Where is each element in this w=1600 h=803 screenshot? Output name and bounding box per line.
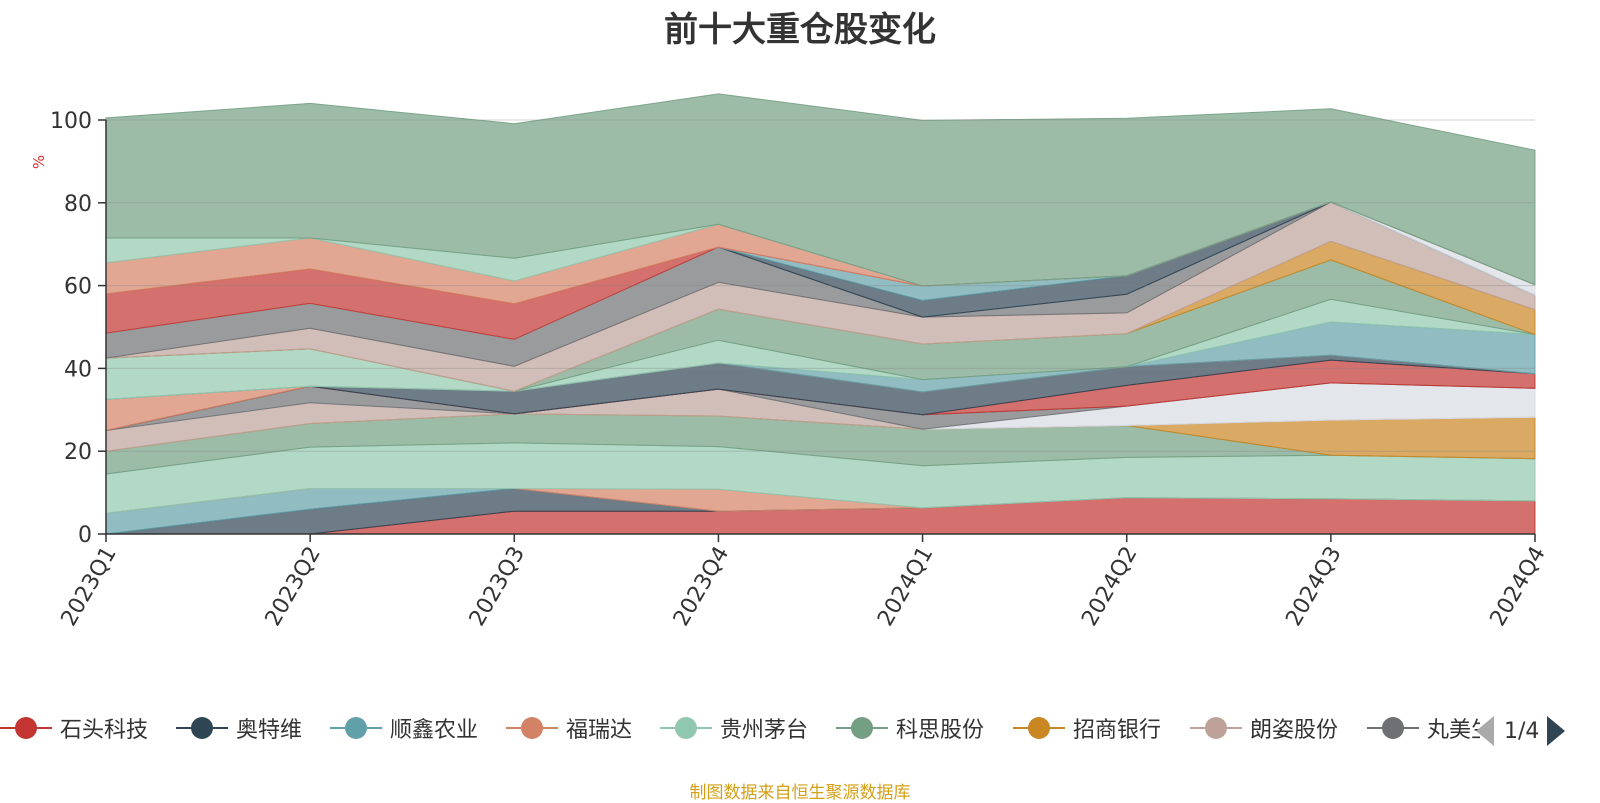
x-tick-label: 2024Q1 <box>873 542 938 630</box>
legend-item[interactable]: 招商银行 <box>1013 708 1161 748</box>
legend-item[interactable]: 奥特维 <box>176 708 302 748</box>
x-tick-label: 2024Q2 <box>1077 542 1142 630</box>
y-tick-label: 40 <box>64 357 92 382</box>
legend-marker-icon <box>176 716 228 740</box>
legend-marker-icon <box>330 716 382 740</box>
legend-item[interactable]: 石头科技 <box>0 708 148 748</box>
y-tick-label: 100 <box>50 109 92 134</box>
legend-item[interactable]: 贵州茅台 <box>660 708 808 748</box>
legend-prev-button[interactable] <box>1476 716 1494 746</box>
legend-pager: 1/4 <box>1476 716 1566 746</box>
legend-item[interactable]: 顺鑫农业 <box>330 708 478 748</box>
legend-label: 顺鑫农业 <box>390 718 479 743</box>
legend-marker-icon <box>0 716 52 740</box>
legend-marker-icon <box>836 716 888 740</box>
axes <box>98 119 1536 542</box>
legend-marker-icon <box>1190 716 1242 740</box>
x-tick-label: 2023Q1 <box>57 542 122 630</box>
x-tick-label: 2023Q3 <box>465 542 530 630</box>
legend-marker-icon <box>506 716 558 740</box>
legend-label: 科思股份 <box>896 718 985 743</box>
legend-item[interactable]: 朗姿股份 <box>1190 708 1338 748</box>
y-tick-label: 60 <box>64 275 92 300</box>
area-layer-26 <box>105 93 1536 287</box>
legend-label: 贵州茅台 <box>720 718 809 743</box>
y-tick-label: 80 <box>64 192 92 217</box>
y-tick-labels: 0 20 40 60 80 100 <box>50 109 92 548</box>
legend-item[interactable]: 丸美生物 <box>1367 708 1480 748</box>
x-tick-labels: 2023Q1 2023Q2 2023Q3 2023Q4 2024Q1 2024Q2 2024… <box>57 542 1551 630</box>
legend: 石头科技 奥特维 顺鑫农业 福瑞达 贵州茅台 科思股份 招商银行 朗姿股份 丸美生物 <box>0 708 1480 748</box>
y-tick-label: 20 <box>64 440 92 465</box>
x-tick-label: 2023Q4 <box>669 542 734 630</box>
x-tick-label: 2023Q2 <box>261 542 326 630</box>
legend-label: 丸美生物 <box>1427 718 1480 743</box>
legend-page-indicator: 1/4 <box>1504 718 1540 744</box>
legend-label: 朗姿股份 <box>1250 718 1339 743</box>
chart-title: 前十大重仓股变化 <box>664 10 936 50</box>
y-axis-unit: % <box>30 155 48 169</box>
legend-label: 福瑞达 <box>566 718 633 743</box>
y-tick-label: 0 <box>78 523 92 548</box>
x-tick-label: 2024Q3 <box>1281 542 1346 630</box>
legend-item[interactable]: 科思股份 <box>836 708 984 748</box>
x-tick-label: 2024Q4 <box>1486 542 1551 630</box>
legend-label: 石头科技 <box>60 718 149 743</box>
legend-marker-icon <box>1367 716 1419 740</box>
legend-marker-icon <box>1013 716 1065 740</box>
legend-label: 奥特维 <box>236 718 303 743</box>
legend-marker-icon <box>660 716 712 740</box>
legend-item[interactable]: 福瑞达 <box>506 708 632 748</box>
legend-next-button[interactable] <box>1547 716 1566 746</box>
grid-lines <box>106 119 1535 452</box>
source-note: 制图数据来自恒生聚源数据库 <box>689 783 911 803</box>
legend-label: 招商银行 <box>1073 718 1162 743</box>
area-layers <box>105 93 1536 535</box>
